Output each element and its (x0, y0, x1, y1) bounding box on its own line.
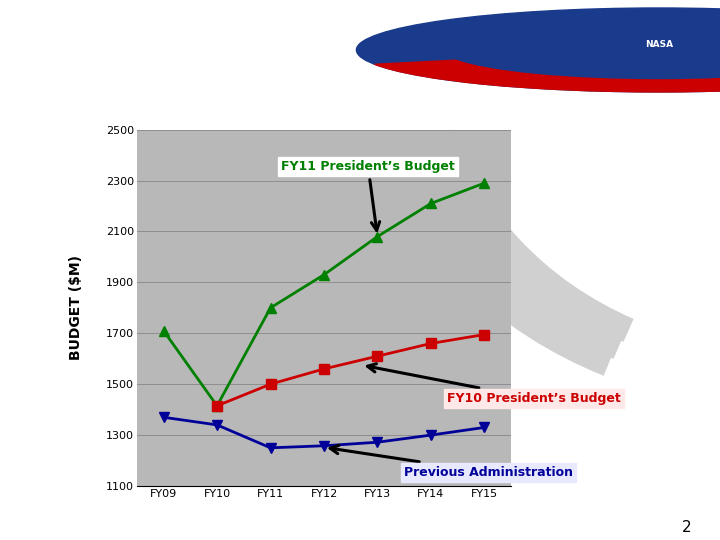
Text: BUDGET ($M): BUDGET ($M) (68, 255, 83, 360)
Text: NASA Earth Science Division: NASA Earth Science Division (164, 18, 498, 38)
Text: NASA: NASA (644, 40, 673, 50)
Wedge shape (374, 60, 720, 92)
Text: Previous Administration: Previous Administration (330, 446, 573, 479)
Text: 2: 2 (682, 519, 691, 535)
Circle shape (356, 8, 720, 92)
Text: FY11 President’s Budget: FY11 President’s Budget (282, 160, 455, 231)
Text: FY10 President’s Budget: FY10 President’s Budget (367, 364, 621, 405)
Text: BUDGET MARKS:  FY11 Submit: BUDGET MARKS: FY11 Submit (152, 62, 510, 82)
